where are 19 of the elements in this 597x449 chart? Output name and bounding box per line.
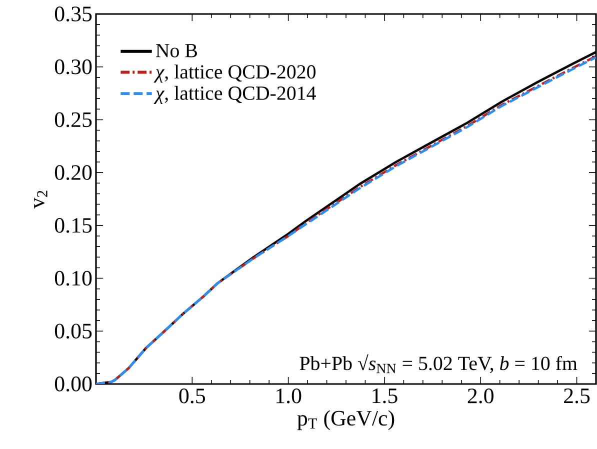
y-tick-label: 0.15: [54, 218, 92, 233]
x-tick-label: 2.5: [564, 388, 590, 404]
y-tick-label: 0.35: [54, 6, 92, 22]
y-tick-label: 0.00: [54, 376, 92, 392]
legend-label: No B: [156, 44, 197, 58]
x-tick-label: 1.0: [276, 388, 302, 404]
y-axis-title: v$_{2}$: [34, 190, 48, 209]
y-tick-label: 0.10: [54, 270, 92, 286]
y-tick-label: 0.20: [54, 165, 92, 180]
legend-label: χ, lattice QCD-2014: [154, 86, 316, 104]
annotation: Pb+Pb √s$_{NN}$ = 5.02 TeV, b = 10 fm: [300, 354, 578, 374]
x-tick-label: 2.0: [468, 388, 494, 404]
y-tick-label: 0.05: [54, 324, 92, 339]
y-tick-label: 0.25: [54, 112, 92, 128]
y-tick-label: 0.30: [54, 59, 92, 74]
x-axis-title: p$_{T}$ (GeV/c): [297, 410, 394, 430]
legend-label: χ, lattice QCD-2020: [154, 64, 316, 83]
x-tick-label: 1.5: [372, 388, 398, 404]
x-tick-label: 0.5: [179, 388, 206, 404]
